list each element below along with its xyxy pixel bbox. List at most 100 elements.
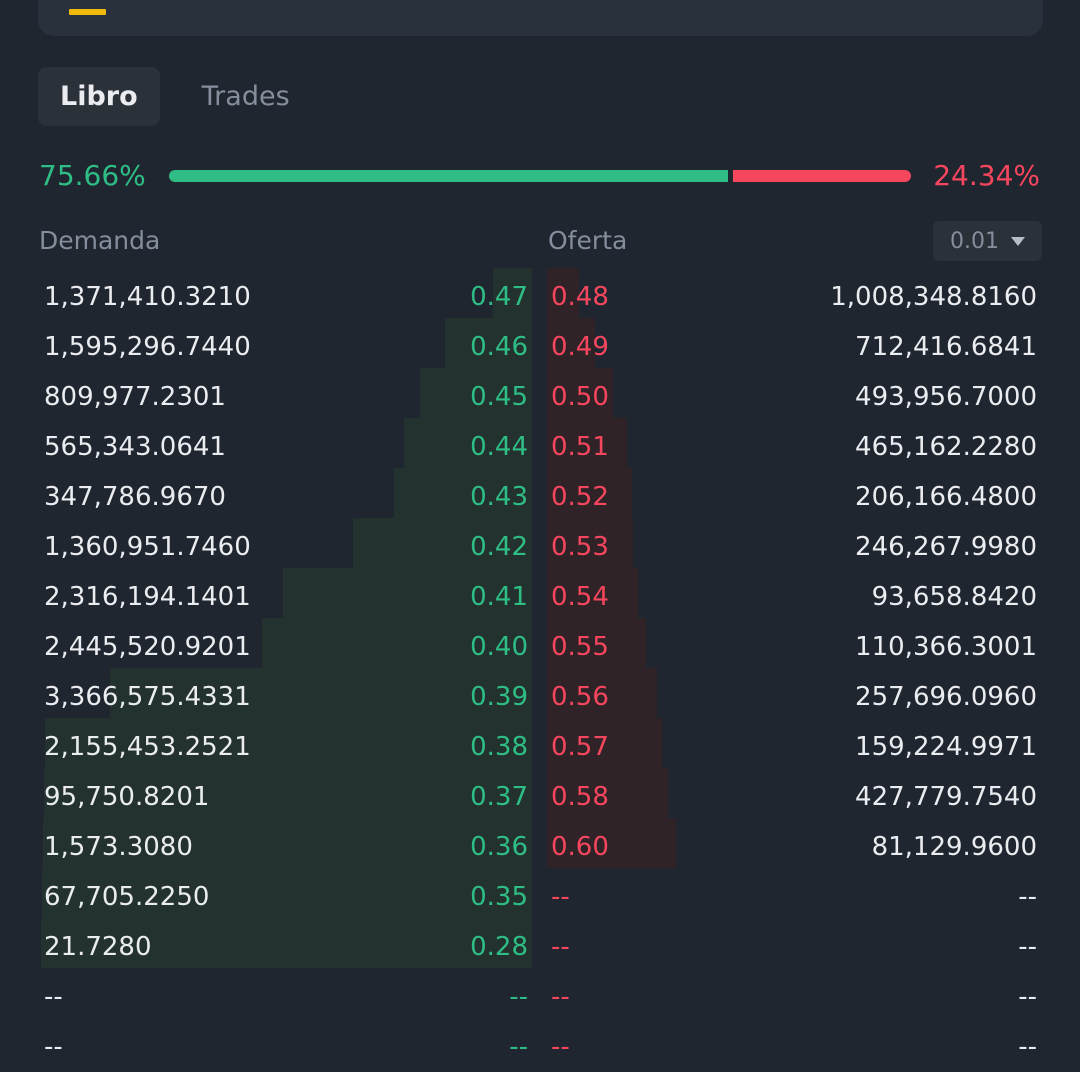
bid-depth-bar	[45, 718, 532, 768]
ask-quantity: 81,129.9600	[871, 832, 1037, 862]
ask-quantity: 246,267.9980	[855, 532, 1037, 562]
orderbook-row[interactable]: -- -- -- --	[0, 1022, 1080, 1072]
ask-price: --	[551, 1032, 570, 1062]
ask-quantity: --	[1018, 982, 1037, 1012]
ask-quantity: 93,658.8420	[871, 582, 1037, 612]
orderbook-row[interactable]: 1,573.3080 0.36 0.60 81,129.9600	[0, 822, 1080, 872]
bid-price: --	[509, 982, 528, 1012]
ask-quantity: 493,956.7000	[855, 382, 1037, 412]
tab-trades[interactable]: Trades	[201, 81, 290, 112]
ask-quantity: --	[1018, 932, 1037, 962]
orderbook-row[interactable]: 67,705.2250 0.35 -- --	[0, 872, 1080, 922]
bid-depth-bar	[42, 868, 532, 918]
bid-quantity: --	[44, 1032, 63, 1062]
bid-price: 0.43	[470, 482, 528, 512]
bid-depth-bar	[394, 468, 532, 518]
ask-depth-bar	[547, 818, 676, 868]
bid-price: 0.38	[470, 732, 528, 762]
orderbook-row[interactable]: 809,977.2301 0.45 0.50 493,956.7000	[0, 372, 1080, 422]
orderbook-row[interactable]: -- -- -- --	[0, 972, 1080, 1022]
orderbook-row[interactable]: 21.7280 0.28 -- --	[0, 922, 1080, 972]
precision-value: 0.01	[950, 228, 999, 254]
bid-quantity: 3,366,575.4331	[44, 682, 251, 712]
ask-price: 0.52	[551, 482, 609, 512]
ask-price: 0.50	[551, 382, 609, 412]
orderbook-row[interactable]: 95,750.8201 0.37 0.58 427,779.7540	[0, 772, 1080, 822]
ask-depth-bar	[547, 668, 657, 718]
ask-price: 0.54	[551, 582, 609, 612]
bid-quantity: 2,445,520.9201	[44, 632, 251, 662]
bid-quantity: 1,595,296.7440	[44, 332, 251, 362]
ask-price: 0.48	[551, 282, 609, 312]
orderbook-row[interactable]: 1,360,951.7460 0.42 0.53 246,267.9980	[0, 522, 1080, 572]
sell-ratio-bar	[733, 170, 911, 182]
ask-depth-bar	[547, 568, 638, 618]
ask-quantity: 206,166.4800	[855, 482, 1037, 512]
ask-quantity: 427,779.7540	[855, 782, 1037, 812]
ask-price: --	[551, 882, 570, 912]
orderbook-row[interactable]: 3,366,575.4331 0.39 0.56 257,696.0960	[0, 672, 1080, 722]
ask-price: 0.56	[551, 682, 609, 712]
ask-price: --	[551, 932, 570, 962]
bid-quantity: 565,343.0641	[44, 432, 226, 462]
bid-header: Demanda	[39, 226, 161, 255]
ask-quantity: --	[1018, 882, 1037, 912]
bid-depth-bar	[420, 368, 532, 418]
orderbook-row[interactable]: 1,371,410.3210 0.47 0.48 1,008,348.8160	[0, 272, 1080, 322]
ask-quantity: --	[1018, 1032, 1037, 1062]
ask-depth-bar	[547, 368, 613, 418]
active-tab-indicator	[69, 9, 106, 15]
orderbook-row[interactable]: 2,445,520.9201 0.40 0.55 110,366.3001	[0, 622, 1080, 672]
ask-quantity: 712,416.6841	[855, 332, 1037, 362]
bid-quantity: 1,360,951.7460	[44, 532, 251, 562]
ask-depth-bar	[547, 518, 633, 568]
bid-quantity: 2,155,453.2521	[44, 732, 251, 762]
caret-down-icon	[1010, 236, 1025, 246]
bid-quantity: --	[44, 982, 63, 1012]
bid-quantity: 95,750.8201	[44, 782, 210, 812]
ask-quantity: 159,224.9971	[855, 732, 1037, 762]
ask-depth-bar	[547, 268, 579, 318]
ask-depth-bar	[547, 468, 632, 518]
ask-price: 0.53	[551, 532, 609, 562]
ask-depth-bar	[547, 418, 627, 468]
bid-depth-bar	[262, 618, 532, 668]
bid-quantity: 809,977.2301	[44, 382, 226, 412]
orderbook-row[interactable]: 1,595,296.7440 0.46 0.49 712,416.6841	[0, 322, 1080, 372]
bid-depth-bar	[44, 768, 532, 818]
top-panel	[38, 0, 1043, 36]
ask-price: 0.49	[551, 332, 609, 362]
ask-depth-bar	[547, 618, 646, 668]
sell-ratio: 24.34%	[933, 159, 1040, 192]
bid-price: 0.42	[470, 532, 528, 562]
bid-depth-bar	[283, 568, 532, 618]
ask-quantity: 110,366.3001	[855, 632, 1037, 662]
bid-price: 0.28	[470, 932, 528, 962]
ask-price: 0.57	[551, 732, 609, 762]
bid-price: 0.35	[470, 882, 528, 912]
buy-ratio: 75.66%	[39, 159, 146, 192]
orderbook-row[interactable]: 2,155,453.2521 0.38 0.57 159,224.9971	[0, 722, 1080, 772]
bid-price: 0.44	[470, 432, 528, 462]
ask-quantity: 257,696.0960	[855, 682, 1037, 712]
tab-libro[interactable]: Libro	[38, 67, 160, 126]
orderbook-tabs: Libro Trades	[38, 67, 332, 126]
ask-price: 0.60	[551, 832, 609, 862]
orderbook-row[interactable]: 565,343.0641 0.44 0.51 465,162.2280	[0, 422, 1080, 472]
precision-select[interactable]: 0.01	[933, 221, 1042, 261]
bid-price: --	[509, 1032, 528, 1062]
bid-price: 0.45	[470, 382, 528, 412]
bid-quantity: 347,786.9670	[44, 482, 226, 512]
bid-quantity: 2,316,194.1401	[44, 582, 251, 612]
buy-ratio-bar	[169, 170, 728, 182]
bid-price: 0.46	[470, 332, 528, 362]
ask-header: Oferta	[548, 226, 628, 255]
bid-price: 0.39	[470, 682, 528, 712]
ask-price: 0.51	[551, 432, 609, 462]
orderbook-row[interactable]: 347,786.9670 0.43 0.52 206,166.4800	[0, 472, 1080, 522]
bid-price: 0.37	[470, 782, 528, 812]
bid-depth-bar	[110, 668, 532, 718]
orderbook-row[interactable]: 2,316,194.1401 0.41 0.54 93,658.8420	[0, 572, 1080, 622]
ask-depth-bar	[547, 768, 668, 818]
ask-depth-bar	[547, 718, 662, 768]
